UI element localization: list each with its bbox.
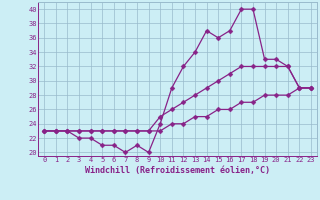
X-axis label: Windchill (Refroidissement éolien,°C): Windchill (Refroidissement éolien,°C)	[85, 166, 270, 175]
